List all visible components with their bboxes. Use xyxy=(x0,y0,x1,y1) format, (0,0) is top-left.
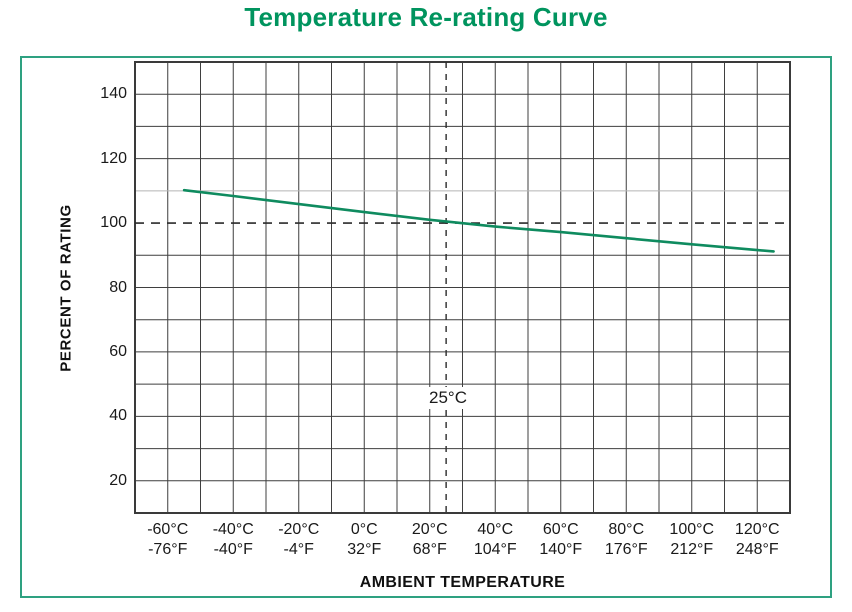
x-tick-label: 120°C 248°F xyxy=(715,520,799,560)
x-tick-fahrenheit: 68°F xyxy=(412,541,447,558)
x-tick-label: 60°C 140°F xyxy=(519,520,603,560)
y-tick-label: 80 xyxy=(109,278,127,296)
x-tick-label: 40°C 104°F xyxy=(453,520,537,560)
x-tick-celsius: 0°C xyxy=(350,521,378,538)
x-tick-celsius: -40°C xyxy=(212,521,254,538)
x-tick-celsius: 20°C xyxy=(411,521,448,538)
y-tick-label: 140 xyxy=(100,85,127,103)
x-tick-fahrenheit: 32°F xyxy=(347,541,382,558)
page-title: Temperature Re-rating Curve xyxy=(244,2,608,32)
x-tick-celsius: 120°C xyxy=(734,521,780,538)
x-tick-label: -40°C -40°F xyxy=(191,520,275,560)
x-tick-fahrenheit: -76°F xyxy=(148,541,188,558)
x-tick-celsius: -20°C xyxy=(278,521,320,538)
plot-border xyxy=(134,61,791,514)
x-tick-fahrenheit: 212°F xyxy=(670,541,714,558)
x-tick-fahrenheit: 248°F xyxy=(735,541,779,558)
x-tick-fahrenheit: -40°F xyxy=(213,541,253,558)
y-tick-label: 40 xyxy=(109,407,127,425)
reference-temp-label: 25°C xyxy=(419,387,477,409)
x-tick-fahrenheit: -4°F xyxy=(283,541,314,558)
x-tick-celsius: 40°C xyxy=(477,521,514,538)
y-tick-label: 60 xyxy=(109,342,127,360)
y-axis-title: PERCENT OF RATING xyxy=(57,204,75,372)
x-tick-label: 20°C 68°F xyxy=(388,520,472,560)
x-tick-celsius: 60°C xyxy=(542,521,579,538)
x-tick-label: 80°C 176°F xyxy=(584,520,668,560)
x-tick-label: 100°C 212°F xyxy=(650,520,734,560)
x-tick-label: -60°C -76°F xyxy=(126,520,210,560)
y-tick-label: 120 xyxy=(100,149,127,167)
x-tick-fahrenheit: 104°F xyxy=(473,541,517,558)
y-tick-label: 20 xyxy=(109,471,127,489)
x-tick-fahrenheit: 140°F xyxy=(539,541,583,558)
x-tick-label: -20°C -4°F xyxy=(257,520,341,560)
chart-frame xyxy=(20,56,832,598)
rating-curve xyxy=(182,188,775,253)
x-tick-fahrenheit: 176°F xyxy=(604,541,648,558)
y-tick-label: 100 xyxy=(100,214,127,232)
x-tick-celsius: 80°C xyxy=(608,521,645,538)
x-tick-celsius: -60°C xyxy=(147,521,189,538)
x-tick-label: 0°C 32°F xyxy=(322,520,406,560)
x-tick-celsius: 100°C xyxy=(669,521,715,538)
x-axis-title: AMBIENT TEMPERATURE xyxy=(359,574,566,591)
